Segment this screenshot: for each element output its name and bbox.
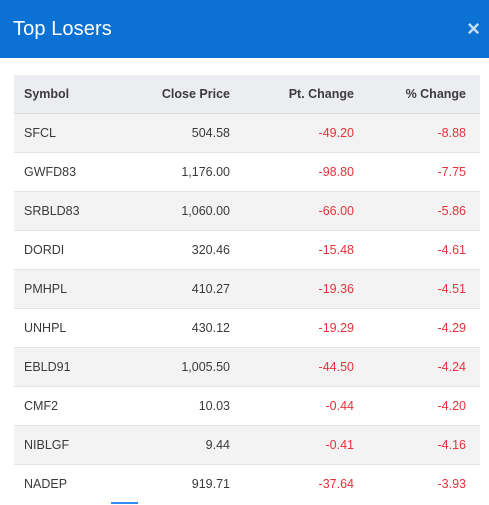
table-row[interactable]: SFCL 504.58 -49.20 -8.88 [14,113,480,153]
symbol-cell[interactable]: CMF2 [14,386,126,426]
table-row[interactable]: GWFD83 1,176.00 -98.80 -7.75 [14,152,480,192]
pct-change-cell: -8.88 [354,113,480,153]
close-price-cell: 410.27 [126,269,230,309]
table-row[interactable]: NIBLGF 9.44 -0.41 -4.16 [14,425,480,465]
losers-table: Symbol Close Price Pt. Change % Change S… [14,75,480,503]
symbol-cell[interactable]: NADEP [24,476,68,491]
pt-change-cell: -49.20 [230,113,354,153]
pt-change-cell: -98.80 [230,152,354,192]
column-header-pt-change[interactable]: Pt. Change [230,75,354,114]
close-icon[interactable]: × [467,16,480,41]
close-price-cell: 919.71 [191,476,230,491]
pt-change-cell: -19.29 [230,308,354,348]
table-row[interactable]: DORDI 320.46 -15.48 -4.61 [14,230,480,270]
close-price-cell: 1,005.50 [126,347,230,387]
column-header-pct-change[interactable]: % Change [354,75,480,114]
scroll-indicator[interactable] [111,502,138,504]
pt-change-cell: -44.50 [230,347,354,387]
pt-change-cell: -66.00 [230,191,354,231]
pt-change-cell: -19.36 [230,269,354,309]
symbol-cell[interactable]: UNHPL [14,308,126,348]
close-price-cell: 1,176.00 [126,152,230,192]
close-price-cell: 504.58 [126,113,230,153]
pt-change-cell: -15.48 [230,230,354,270]
pt-change-cell: -37.64 [318,476,354,491]
pct-change-cell: -4.24 [354,347,480,387]
close-price-cell: 1,060.00 [126,191,230,231]
losers-table-container: Symbol Close Price Pt. Change % Change S… [14,75,480,503]
table-row[interactable]: NADEP 919.71 -37.64 -3.93 [14,464,480,503]
symbol-cell[interactable]: SFCL [14,113,126,153]
modal-title: Top Losers [13,17,112,40]
table-row[interactable]: EBLD91 1,005.50 -44.50 -4.24 [14,347,480,387]
column-header-close-price[interactable]: Close Price [126,75,230,114]
pct-change-cell: -4.16 [354,425,480,465]
table-header-row: Symbol Close Price Pt. Change % Change [14,75,480,114]
pct-change-cell: -4.61 [354,230,480,270]
symbol-cell[interactable]: SRBLD83 [14,191,126,231]
modal-header: Top Losers × [0,0,489,58]
pt-change-cell: -0.41 [230,425,354,465]
close-price-cell: 10.03 [126,386,230,426]
table-row[interactable]: UNHPL 430.12 -19.29 -4.29 [14,308,480,348]
symbol-cell[interactable]: DORDI [14,230,126,270]
pct-change-cell: -5.86 [354,191,480,231]
table-row[interactable]: CMF2 10.03 -0.44 -4.20 [14,386,480,426]
table-row[interactable]: PMHPL 410.27 -19.36 -4.51 [14,269,480,309]
table-row[interactable]: SRBLD83 1,060.00 -66.00 -5.86 [14,191,480,231]
pt-change-cell: -0.44 [230,386,354,426]
pct-change-cell: -4.20 [354,386,480,426]
pct-change-cell: -4.51 [354,269,480,309]
symbol-cell[interactable]: PMHPL [14,269,126,309]
symbol-cell[interactable]: GWFD83 [14,152,126,192]
symbol-cell[interactable]: EBLD91 [14,347,126,387]
close-price-cell: 320.46 [126,230,230,270]
pct-change-cell: -7.75 [354,152,480,192]
pct-change-cell: -4.29 [354,308,480,348]
column-header-symbol[interactable]: Symbol [14,75,126,114]
close-price-cell: 430.12 [126,308,230,348]
close-price-cell: 9.44 [126,425,230,465]
symbol-cell[interactable]: NIBLGF [14,425,126,465]
pct-change-cell: -3.93 [437,476,467,491]
